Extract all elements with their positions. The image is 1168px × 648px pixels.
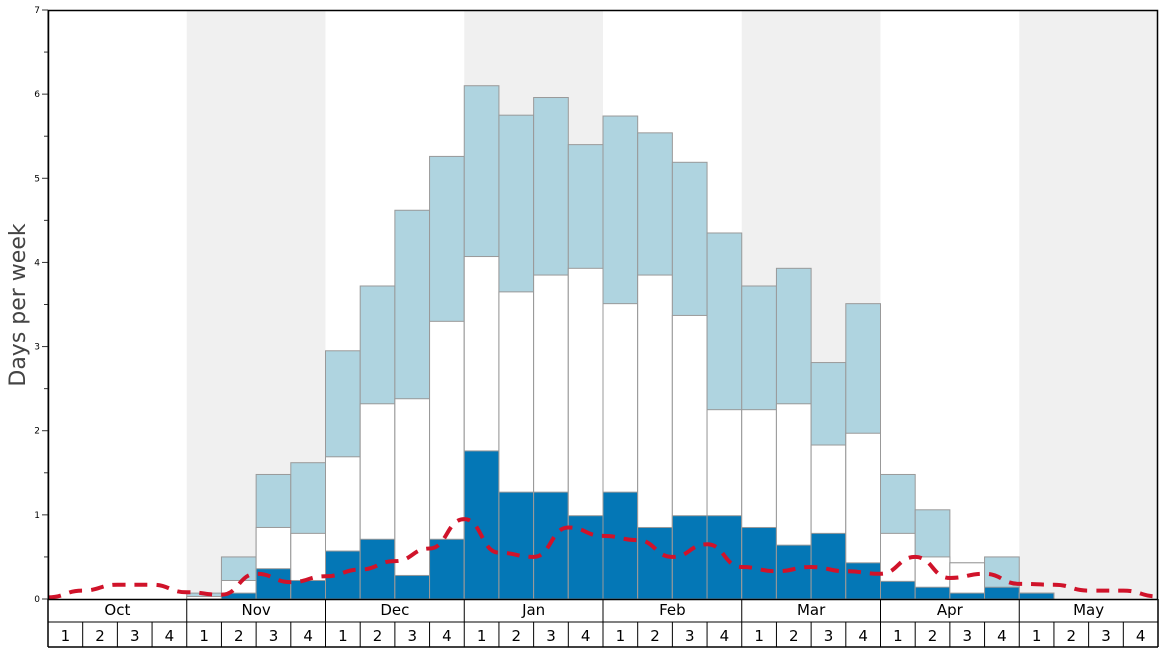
week-label: 4 — [720, 627, 730, 645]
average-line — [47, 517, 1159, 600]
y-tick-label: 1 — [34, 511, 40, 521]
month-label: Dec — [380, 601, 409, 619]
bar-middle — [394, 398, 431, 600]
bar-dark — [741, 526, 777, 600]
y-tick-label: 0 — [34, 595, 40, 605]
bar-dark — [810, 532, 847, 600]
x-axis: Oct 1 2 3 4 Nov 1 2 3 4 Dec 1 2 3 4 Jan 1 2 3 4 Feb 1 2 3 4 Mar 1 2… — [47, 599, 1159, 648]
average-line-path — [47, 517, 1159, 600]
week-label: 1 — [199, 627, 209, 645]
y-tick-label: 5 — [34, 174, 40, 184]
bar-middle — [186, 595, 222, 600]
bar-dark — [845, 562, 881, 600]
month-label: Oct — [104, 601, 130, 619]
bar-dark — [775, 544, 812, 600]
plot-frame — [47, 9, 1159, 601]
bar-dark — [914, 586, 951, 600]
bar-dark — [984, 586, 1020, 600]
week-label: 1 — [61, 627, 71, 645]
bar-dark — [637, 526, 673, 600]
week-label: 2 — [373, 627, 383, 645]
week-label: 1 — [338, 627, 348, 645]
bar-dark — [394, 574, 431, 600]
week-label: 3 — [269, 627, 279, 645]
week-label: 3 — [546, 627, 556, 645]
y-tick-label: 7 — [34, 6, 40, 16]
month-label: Nov — [241, 601, 270, 619]
bar-dark — [602, 491, 639, 600]
bar-dark — [498, 491, 535, 600]
month-label: May — [1073, 601, 1104, 619]
bar-dark — [671, 515, 708, 600]
y-tick-label: 3 — [34, 343, 40, 353]
week-label: 3 — [962, 627, 972, 645]
week-label: 3 — [824, 627, 834, 645]
bars — [186, 85, 1055, 600]
week-label: 2 — [1067, 627, 1077, 645]
bar-dark — [290, 579, 326, 600]
bar-dark — [567, 515, 604, 600]
week-label: 3 — [685, 627, 695, 645]
bar-dark — [1018, 592, 1055, 600]
month-label: Apr — [937, 601, 964, 619]
week-label: 1 — [754, 627, 764, 645]
month-label: Mar — [797, 601, 826, 619]
week-label: 4 — [1136, 627, 1146, 645]
week-label: 2 — [789, 627, 799, 645]
month-shade — [1019, 10, 1158, 599]
week-label: 4 — [997, 627, 1007, 645]
month-label: Feb — [659, 601, 686, 619]
y-tick-label: 4 — [34, 258, 40, 268]
week-label: 2 — [650, 627, 660, 645]
week-label: 2 — [95, 627, 105, 645]
week-label: 3 — [407, 627, 417, 645]
bar-dark — [463, 450, 500, 600]
week-label: 1 — [477, 627, 487, 645]
week-label: 3 — [130, 627, 140, 645]
week-label: 4 — [303, 627, 313, 645]
week-label: 2 — [928, 627, 938, 645]
week-label: 1 — [616, 627, 626, 645]
week-label: 1 — [893, 627, 903, 645]
week-label: 1 — [1032, 627, 1042, 645]
y-axis-label: Days per week — [6, 223, 31, 386]
bar-dark — [880, 580, 916, 600]
y-tick-label: 6 — [34, 90, 40, 100]
week-label: 4 — [581, 627, 591, 645]
month-label: Jan — [521, 601, 545, 619]
y-tick-label: 2 — [34, 427, 40, 437]
week-label: 2 — [512, 627, 522, 645]
week-label: 4 — [165, 627, 175, 645]
week-label: 4 — [858, 627, 868, 645]
week-label: 2 — [234, 627, 244, 645]
week-label: 3 — [1101, 627, 1111, 645]
bar-dark — [949, 592, 986, 600]
week-label: 4 — [442, 627, 452, 645]
y-axis: 0 1 2 3 4 5 6 7 — [34, 6, 49, 605]
